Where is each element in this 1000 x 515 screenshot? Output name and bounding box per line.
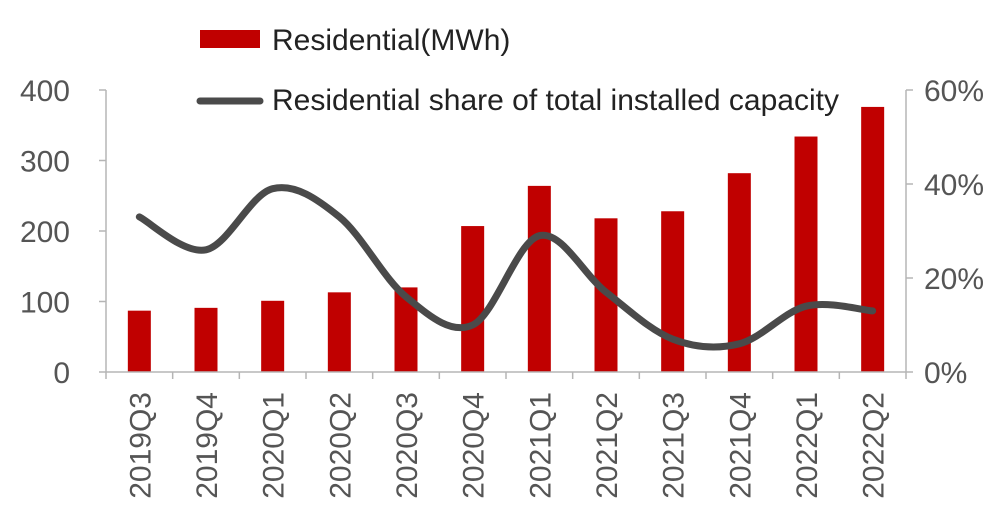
left-y-axis: 0 100 200 300 400 — [20, 75, 107, 390]
right-tick-label: 20% — [924, 263, 984, 296]
legend-bar-swatch — [200, 30, 260, 48]
bar-2020Q2 — [327, 292, 351, 372]
share-point-2021Q1 — [538, 235, 540, 237]
bar-2020Q3 — [394, 287, 418, 372]
share-point-2021Q2 — [605, 291, 607, 293]
legend: Residential(MWh) Residential share of to… — [196, 24, 839, 117]
right-tick-label: 0% — [924, 357, 967, 390]
share-point-2022Q2 — [872, 310, 874, 312]
right-y-axis: 0% 20% 40% 60% — [905, 75, 984, 390]
share-point-2019Q4 — [205, 249, 207, 251]
share-point-2020Q1 — [272, 188, 274, 190]
x-tick-label: 2021Q3 — [658, 392, 691, 499]
x-tick-label: 2019Q3 — [124, 392, 157, 499]
x-tick-label: 2020Q3 — [391, 392, 424, 499]
x-tick-label: 2022Q2 — [858, 392, 891, 499]
bar-2022Q2 — [861, 106, 885, 373]
bar-2020Q1 — [261, 300, 285, 372]
x-axis: 2019Q3 2019Q4 2020Q1 2020Q2 2020Q3 2020Q4 2021… — [105, 371, 907, 499]
left-tick-label: 400 — [20, 75, 70, 108]
line-series — [135, 184, 877, 351]
right-tick-label: 60% — [924, 75, 984, 108]
bar-2021Q3 — [661, 211, 685, 372]
x-tick-label: 2021Q4 — [724, 392, 757, 499]
share-point-2019Q3 — [138, 216, 140, 218]
bar-2021Q4 — [727, 173, 751, 372]
share-point-2020Q4 — [472, 324, 474, 326]
bar-2019Q3 — [127, 310, 151, 372]
x-tick-label: 2019Q4 — [191, 392, 224, 499]
share-point-2022Q1 — [805, 305, 807, 307]
left-tick-label: 0 — [53, 357, 70, 390]
x-tick-label: 2020Q1 — [258, 392, 291, 499]
right-tick-label: 40% — [924, 169, 984, 202]
legend-label-share: Residential share of total installed cap… — [272, 84, 839, 117]
share-point-2021Q4 — [738, 343, 740, 345]
bar-2020Q4 — [461, 226, 485, 372]
share-line — [135, 184, 877, 351]
x-tick-label: 2021Q1 — [524, 392, 557, 499]
bar-2022Q1 — [794, 136, 818, 372]
left-tick-label: 200 — [20, 216, 70, 249]
bar-2019Q4 — [194, 307, 218, 372]
bar-2021Q1 — [527, 185, 551, 372]
legend-label-residential: Residential(MWh) — [272, 24, 510, 57]
x-tick-label: 2020Q4 — [458, 392, 491, 499]
share-point-2020Q2 — [338, 216, 340, 218]
left-tick-label: 300 — [20, 146, 70, 179]
share-point-2021Q3 — [672, 338, 674, 340]
x-tick-label: 2021Q2 — [591, 392, 624, 499]
left-tick-label: 100 — [20, 287, 70, 320]
x-tick-label: 2022Q1 — [791, 392, 824, 499]
x-tick-label: 2020Q2 — [324, 392, 357, 499]
share-point-2020Q3 — [405, 296, 407, 298]
bar-series — [127, 106, 885, 373]
